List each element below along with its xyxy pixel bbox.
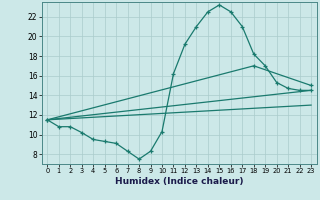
X-axis label: Humidex (Indice chaleur): Humidex (Indice chaleur)	[115, 177, 244, 186]
